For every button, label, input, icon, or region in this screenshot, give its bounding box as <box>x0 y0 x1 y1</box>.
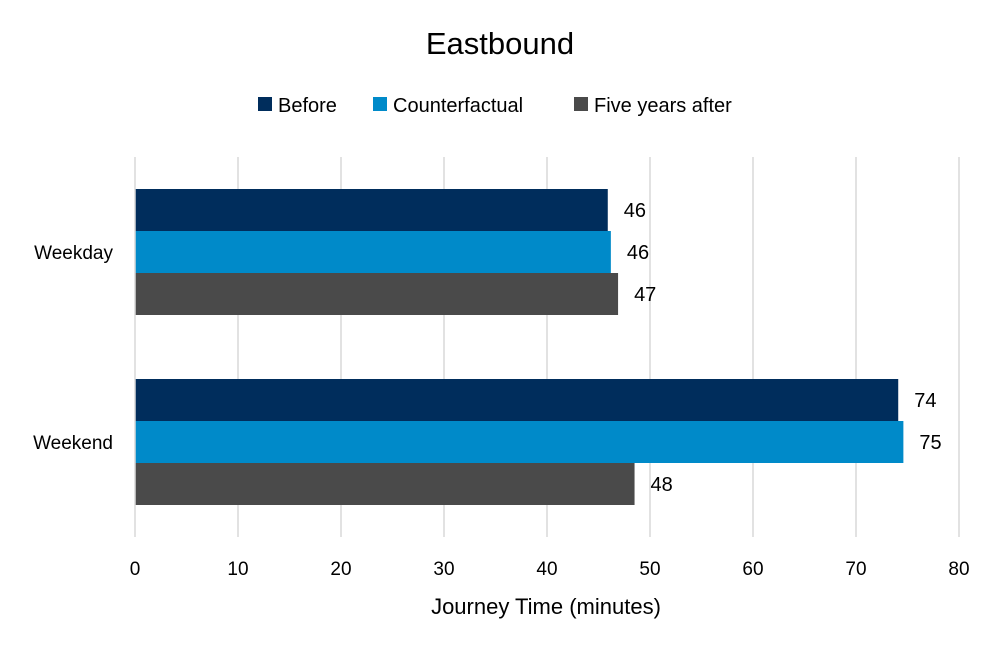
axes: 0 10 20 30 40 50 60 70 80 Weekday Weekend <box>33 157 970 580</box>
legend-swatch <box>258 97 272 111</box>
data-label: 48 <box>651 474 673 496</box>
x-tick-label: 30 <box>433 559 454 580</box>
x-tick-label: 50 <box>639 559 660 580</box>
x-tick-label: 70 <box>845 559 866 580</box>
data-label: 74 <box>914 390 936 412</box>
bar <box>135 189 608 231</box>
data-labels: 46 46 47 74 75 48 <box>624 200 942 496</box>
bar <box>135 421 904 463</box>
x-tick-label: 20 <box>330 559 351 580</box>
data-label: 46 <box>624 200 646 222</box>
bar <box>135 231 611 273</box>
data-label: 47 <box>634 284 656 306</box>
legend: Before Counterfactual Five years after <box>258 95 732 117</box>
legend-swatch <box>373 97 387 111</box>
x-tick-label: 80 <box>948 559 969 580</box>
bar <box>135 379 899 421</box>
legend-label: Counterfactual <box>393 95 523 117</box>
data-label: 46 <box>627 242 649 264</box>
bar <box>135 273 619 315</box>
x-tick-label: 40 <box>536 559 557 580</box>
bars <box>135 189 904 505</box>
category-label: Weekend <box>33 433 113 454</box>
category-label: Weekday <box>34 243 113 264</box>
legend-label: Before <box>278 95 337 117</box>
x-tick-label: 0 <box>130 559 141 580</box>
legend-label: Five years after <box>594 95 732 117</box>
x-tick-label: 10 <box>227 559 248 580</box>
x-axis-title: Journey Time (minutes) <box>431 594 661 619</box>
data-label: 75 <box>919 432 941 454</box>
chart-title: Eastbound <box>426 26 574 61</box>
legend-swatch <box>574 97 588 111</box>
x-tick-label: 60 <box>742 559 763 580</box>
bar <box>135 463 635 505</box>
